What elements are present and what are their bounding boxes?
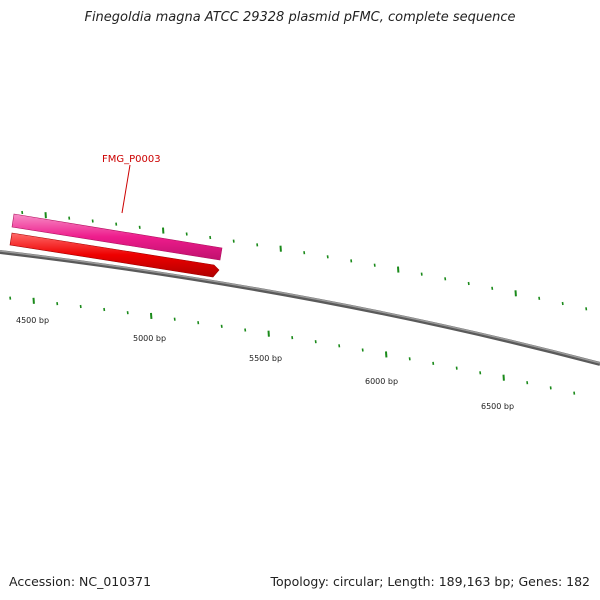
topology-summary: Topology: circular; Length: 189,163 bp; … xyxy=(270,574,591,589)
accession-text: Accession: NC_010371 xyxy=(9,574,152,589)
scale-label: 5500 bp xyxy=(249,354,282,363)
gc-ticks-lower xyxy=(9,296,576,395)
page-title: Finegoldia magna ATCC 29328 plasmid pFMC… xyxy=(84,10,516,25)
gc-ticks-upper xyxy=(21,210,588,311)
gene-label: FMG_P0003 xyxy=(102,154,161,165)
scale-labels: 4500 bp 5000 bp 5500 bp 6000 bp 6500 bp xyxy=(16,316,514,411)
sequence-backbone-highlight xyxy=(0,250,600,364)
sequence-backbone xyxy=(0,250,600,366)
gene-minus-strand[interactable] xyxy=(9,232,220,278)
scale-label: 6500 bp xyxy=(481,402,514,411)
scale-label: 5000 bp xyxy=(133,334,166,343)
scale-label: 4500 bp xyxy=(16,316,49,325)
scale-label: 6000 bp xyxy=(365,377,398,386)
gene-label-leader xyxy=(121,164,131,214)
gene-plus-strand[interactable] xyxy=(11,213,223,261)
